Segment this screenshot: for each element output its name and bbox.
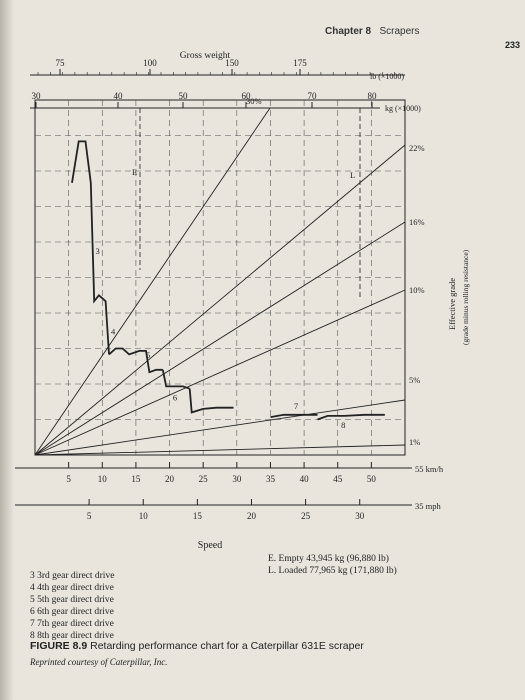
lb-tick-label: 150 bbox=[225, 58, 239, 68]
lb-tick-label: 175 bbox=[293, 58, 307, 68]
gear-label: 3 bbox=[96, 246, 100, 256]
gear-label: 4 bbox=[111, 326, 116, 336]
grade-line bbox=[34, 144, 406, 456]
legend-item: 4 4th gear direct drive bbox=[30, 583, 114, 593]
empty-marker: E bbox=[132, 167, 137, 177]
kmh-tick-label: 35 bbox=[266, 474, 276, 484]
kmh-tick-label: 20 bbox=[165, 474, 175, 484]
gear-legend: 3 3rd gear direct drive 4 4th gear direc… bbox=[30, 570, 114, 642]
lb-tick-label: 75 bbox=[56, 58, 66, 68]
kmh-tick-label: 40 bbox=[300, 474, 310, 484]
grade-label: 1% bbox=[409, 437, 420, 447]
grade-line bbox=[34, 444, 406, 456]
x-axis-label: Speed bbox=[198, 540, 222, 551]
mph-unit: 35 mph bbox=[415, 501, 441, 511]
figure-credit: Reprinted courtesy of Caterpillar, Inc. bbox=[30, 657, 168, 667]
kmh-tick-label: 15 bbox=[131, 474, 141, 484]
legend-item: 7 7th gear direct drive bbox=[30, 619, 114, 629]
mph-tick-label: 20 bbox=[247, 511, 257, 521]
mph-tick-label: 25 bbox=[301, 511, 311, 521]
kmh-tick-label: 45 bbox=[333, 474, 343, 484]
gear-curve bbox=[317, 413, 385, 421]
grade-axis-label: Effective grade bbox=[447, 278, 457, 330]
grade-line bbox=[34, 289, 406, 456]
mph-tick-label: 5 bbox=[87, 511, 92, 521]
legend-item: 8 8th gear direct drive bbox=[30, 631, 114, 641]
gear-curve bbox=[161, 369, 190, 390]
grade-line bbox=[34, 221, 406, 456]
grade-label: 16% bbox=[409, 217, 425, 227]
grade-axis-sublabel: (grade minus rolling resistance) bbox=[461, 249, 470, 345]
gear-curve bbox=[71, 140, 110, 355]
kmh-tick-label: 5 bbox=[66, 474, 71, 484]
kmh-tick-label: 25 bbox=[199, 474, 209, 484]
grade-line bbox=[34, 399, 406, 456]
kmh-tick-label: 50 bbox=[367, 474, 377, 484]
kg-tick-label: 70 bbox=[308, 91, 318, 101]
mph-tick-label: 15 bbox=[193, 511, 203, 521]
running-header: Chapter 8 Scrapers bbox=[325, 26, 419, 37]
figure-caption: FIGURE 8.9 Retarding performance chart f… bbox=[30, 640, 364, 652]
caption-text: Retarding performance chart for a Caterp… bbox=[87, 640, 364, 652]
kg-unit: kg (×1000) bbox=[385, 104, 421, 113]
kmh-tick-label: 30 bbox=[232, 474, 242, 484]
loaded-condition: L. Loaded 77,965 kg (171,880 lb) bbox=[268, 566, 397, 576]
mph-tick-label: 10 bbox=[139, 511, 149, 521]
chapter-label: Chapter 8 bbox=[325, 26, 372, 37]
gear-curve bbox=[270, 413, 318, 418]
section-label: Scrapers bbox=[379, 26, 420, 37]
lb-unit: lb (×1000) bbox=[370, 72, 404, 81]
kg-tick-label: 80 bbox=[368, 91, 378, 101]
lb-tick-label: 100 bbox=[143, 58, 157, 68]
gross-weight-label: Gross weight bbox=[180, 51, 231, 61]
gear-label: 5 bbox=[146, 350, 150, 360]
legend-item: 6 6th gear direct drive bbox=[30, 607, 114, 617]
gear-label: 7 bbox=[294, 401, 298, 411]
gear-curve bbox=[188, 388, 234, 414]
figure-number: FIGURE 8.9 bbox=[30, 640, 88, 652]
legend-item: 3 3rd gear direct drive bbox=[30, 571, 115, 581]
grade-label: 30% bbox=[246, 96, 262, 106]
kg-tick-label: 60 bbox=[242, 91, 252, 101]
kg-tick-label: 50 bbox=[179, 91, 189, 101]
gear-curve bbox=[108, 347, 163, 374]
kmh-unit: 55 km/h bbox=[415, 464, 444, 474]
kg-tick-label: 40 bbox=[114, 91, 124, 101]
kg-tick-label: 30 bbox=[32, 91, 42, 101]
kmh-tick-label: 10 bbox=[98, 474, 108, 484]
weight-conditions: E. Empty 43,945 kg (96,880 lb) L. Loaded… bbox=[268, 553, 397, 577]
loaded-marker: L bbox=[350, 170, 355, 180]
gear-label: 6 bbox=[173, 393, 177, 403]
page-gutter bbox=[0, 0, 14, 700]
grade-label: 5% bbox=[409, 375, 420, 385]
gear-label: 8 bbox=[341, 420, 345, 430]
page-number: 233 bbox=[505, 40, 521, 50]
empty-condition: E. Empty 43,945 kg (96,880 lb) bbox=[268, 554, 389, 564]
grade-line bbox=[34, 107, 271, 456]
legend-item: 5 5th gear direct drive bbox=[30, 595, 114, 605]
grade-label: 10% bbox=[409, 285, 425, 295]
grade-label: 22% bbox=[409, 143, 425, 153]
mph-tick-label: 30 bbox=[355, 511, 365, 521]
